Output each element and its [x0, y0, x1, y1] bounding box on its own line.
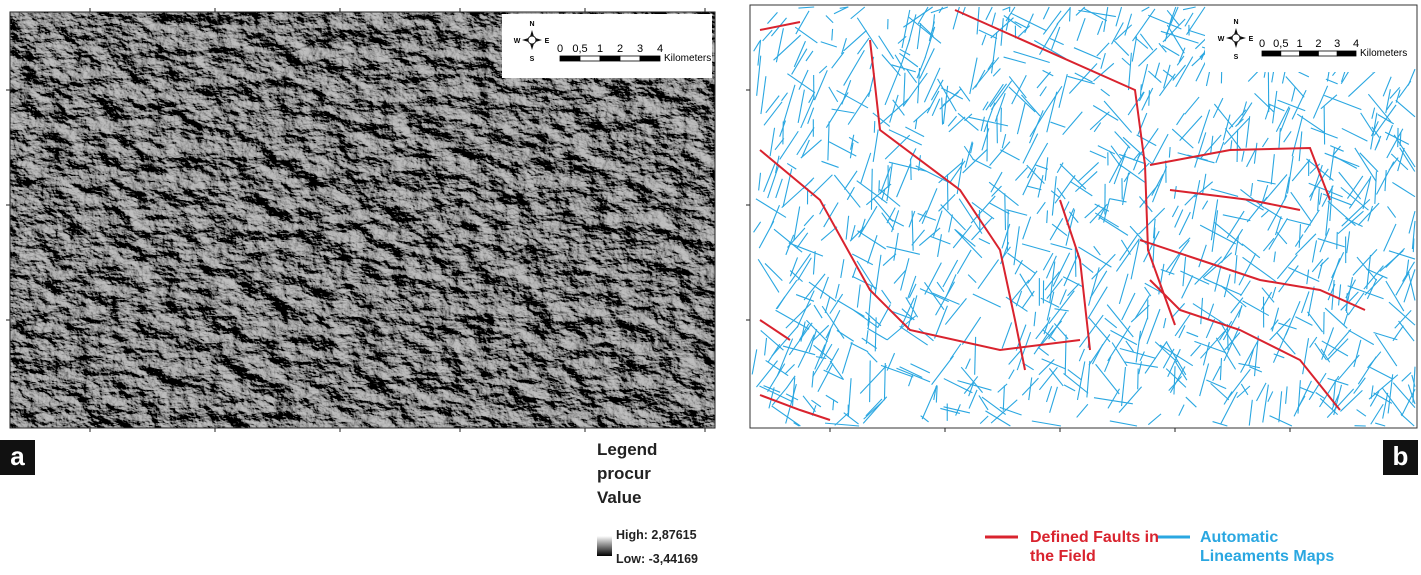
scale-segment: [1262, 51, 1281, 56]
scale-tick-label: 0: [1259, 38, 1265, 50]
lineament: [1149, 90, 1150, 105]
compass-letter: E: [1249, 36, 1254, 43]
lineament: [1075, 248, 1076, 277]
scale-segment: [1300, 51, 1319, 56]
lineament: [1169, 147, 1170, 158]
maps: NSEW00,51234KilometersNSEW00,51234Kilome…: [0, 0, 1421, 575]
scale-tick-label: 1: [597, 43, 603, 55]
scale-unit: Kilometers: [1360, 48, 1407, 59]
scale-segment: [1337, 51, 1356, 56]
scale-tick-label: 2: [1315, 38, 1321, 50]
panel-label: b: [1383, 440, 1418, 475]
scale-tick-label: 3: [1334, 38, 1340, 50]
legend-low: Low: -3,44169: [616, 552, 698, 566]
lineament: [1337, 232, 1338, 249]
lineament: [870, 360, 871, 402]
scale-segment: [1281, 51, 1300, 56]
compass-letter: S: [530, 56, 535, 63]
lineament: [1138, 369, 1139, 390]
line-legend-label: Defined Faults in the Field: [1030, 528, 1170, 566]
scale-segment: [600, 56, 620, 61]
scale-segment: [1318, 51, 1337, 56]
lineament: [1413, 238, 1414, 252]
scale-tick-label: 4: [657, 43, 663, 55]
compass-rose: [1232, 34, 1240, 42]
legend-title: Legend: [597, 440, 657, 460]
legend-field: Value: [597, 488, 641, 508]
compass-letter: W: [514, 38, 521, 45]
legend-layer: procur: [597, 464, 651, 484]
scale-segment: [620, 56, 640, 61]
line-legend-label: Automatic Lineaments Maps: [1200, 528, 1340, 566]
scale-tick-label: 0,5: [572, 43, 587, 55]
scale-unit: Kilometers: [664, 53, 711, 64]
scale-tick-label: 2: [617, 43, 623, 55]
scale-tick-label: 1: [1297, 38, 1303, 50]
compass-letter: E: [545, 38, 550, 45]
lineament: [1070, 7, 1071, 21]
scale-tick-label: 0: [557, 43, 563, 55]
panel-label: a: [0, 440, 35, 475]
scale-tick-label: 3: [637, 43, 643, 55]
lineament: [832, 29, 833, 41]
compass-letter: S: [1234, 54, 1239, 61]
compass-letter: W: [1218, 36, 1225, 43]
scale-tick-label: 0,5: [1273, 38, 1288, 50]
lineament: [1001, 108, 1002, 132]
compass-letter: N: [1233, 19, 1238, 26]
compass-rose: [528, 36, 536, 44]
lineament: [911, 159, 912, 180]
scale-segment: [560, 56, 580, 61]
compass-letter: N: [529, 21, 534, 28]
legend-high: High: 2,87615: [616, 528, 697, 542]
scale-segment: [640, 56, 660, 61]
scale-segment: [580, 56, 600, 61]
figure: NSEW00,51234KilometersNSEW00,51234Kilome…: [0, 0, 1421, 575]
color-ramp: [597, 536, 612, 556]
lineament: [1047, 210, 1048, 223]
scale-tick-label: 4: [1353, 38, 1359, 50]
